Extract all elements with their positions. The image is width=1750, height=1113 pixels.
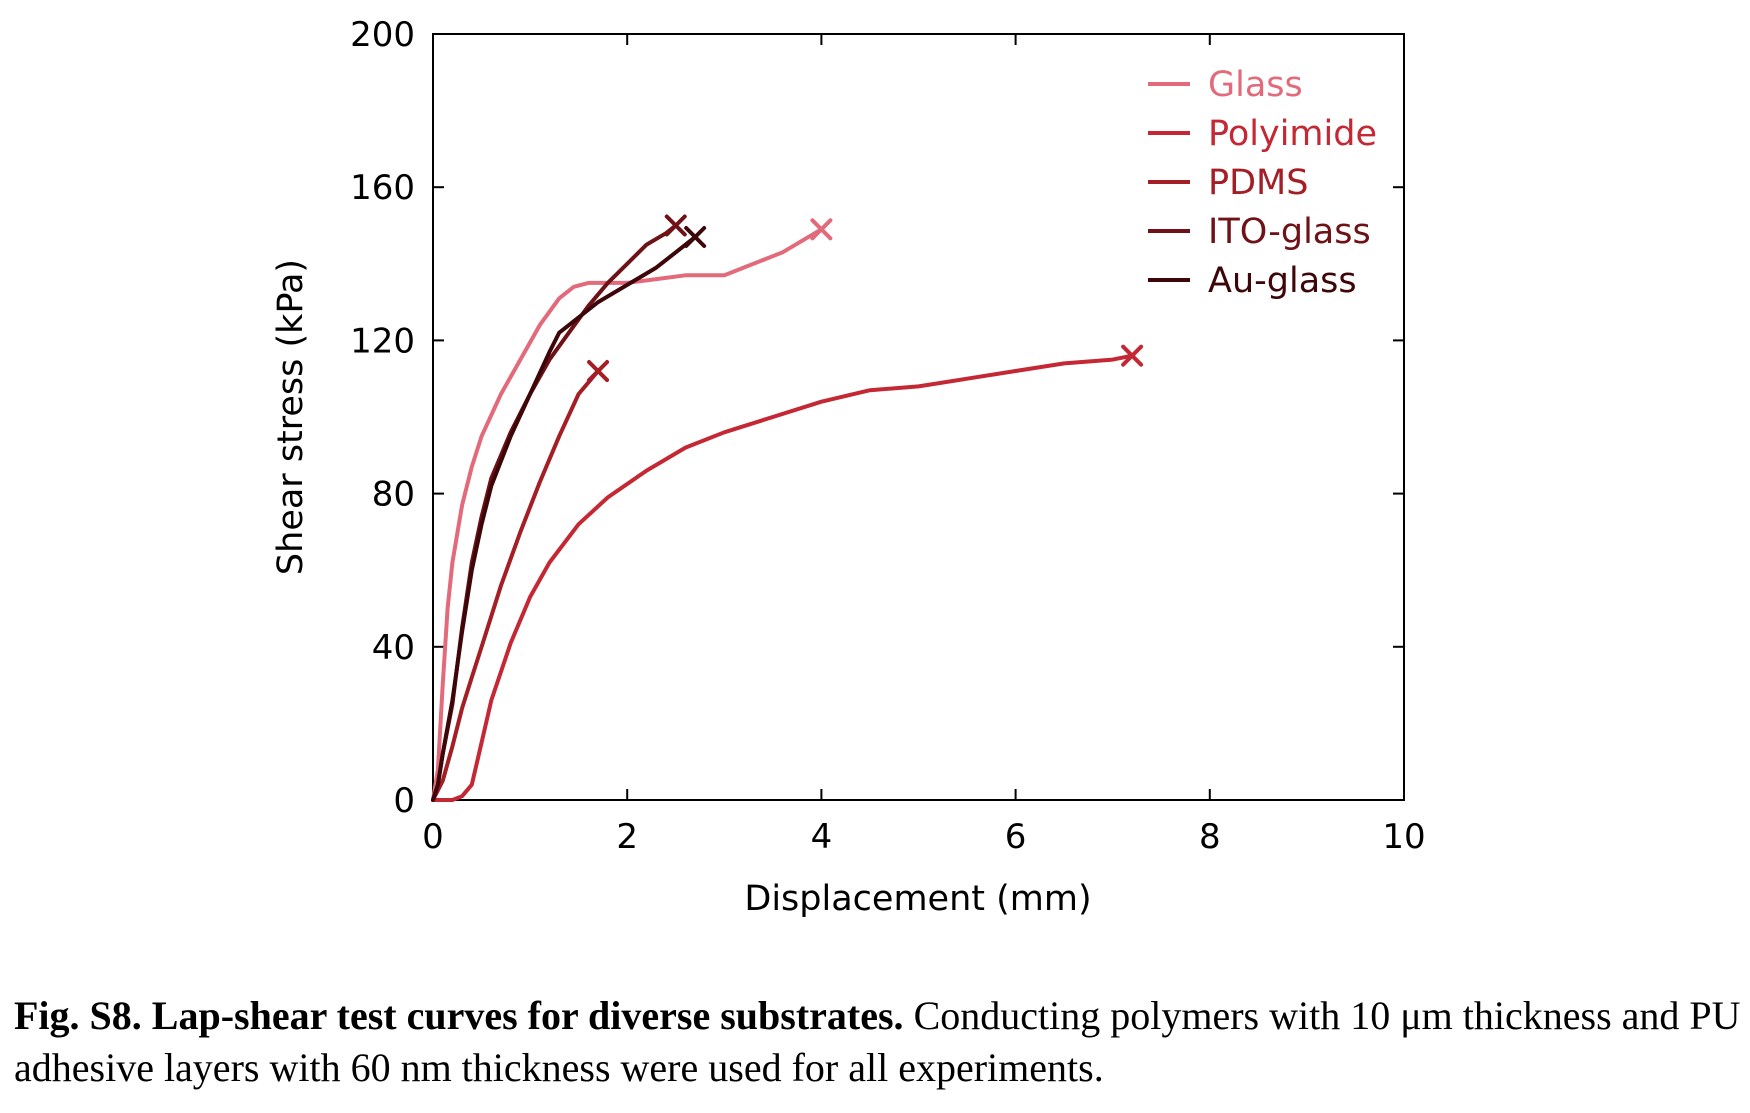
y-tick-label: 80 [372, 475, 415, 515]
caption-bold: Fig. S8. Lap-shear test curves for diver… [14, 993, 904, 1038]
series-line-au-glass [431, 235, 698, 802]
legend-label: Au-glass [1208, 261, 1357, 301]
end-marker-ito-glass [664, 214, 687, 237]
legend-item-polyimide: Polyimide [1148, 114, 1377, 154]
x-tick-label: 0 [422, 817, 444, 857]
end-marker-glass [810, 218, 833, 241]
x-tick-label: 2 [616, 817, 638, 857]
lap-shear-chart: 0 2 4 6 8 10 0 40 80 120 160 200 Glass Polyimide PDMS… [271, 15, 1426, 919]
series-line-pdms [431, 369, 601, 802]
series-layer [431, 223, 1135, 802]
y-tick-label: 120 [350, 321, 415, 361]
legend-label: Polyimide [1208, 114, 1377, 154]
legend-label: PDMS [1208, 163, 1308, 203]
x-axis-label: Displacement (mm) [744, 879, 1091, 919]
legend: Glass Polyimide PDMS ITO-glass Au-glass [1148, 65, 1377, 301]
legend-item-ito-glass: ITO-glass [1148, 212, 1371, 252]
legend-label: Glass [1208, 65, 1303, 105]
legend-item-glass: Glass [1148, 65, 1303, 105]
y-tick-label: 200 [350, 15, 415, 55]
legend-label: ITO-glass [1208, 212, 1371, 252]
y-tick-label: 0 [393, 781, 415, 821]
y-tick-label: 40 [372, 628, 415, 668]
axis-ticks: 0 2 4 6 8 10 0 40 80 120 160 200 [350, 15, 1426, 857]
series-line-ito-glass [431, 223, 678, 802]
end-marker-pdms [587, 360, 610, 383]
y-axis-label: Shear stress (kPa) [271, 259, 311, 575]
end-markers-layer [587, 214, 1144, 383]
end-marker-polyimide [1121, 344, 1144, 367]
legend-item-pdms: PDMS [1148, 163, 1308, 203]
y-tick-label: 160 [350, 168, 415, 208]
x-tick-label: 8 [1199, 817, 1221, 857]
figure-caption: Fig. S8. Lap-shear test curves for diver… [14, 990, 1744, 1094]
plot-frame [432, 33, 1405, 801]
lap-shear-figure: 0 2 4 6 8 10 0 40 80 120 160 200 Glass Polyimide PDMS… [271, 15, 1426, 919]
x-tick-label: 6 [1005, 817, 1027, 857]
x-tick-label: 10 [1382, 817, 1425, 857]
series-line-glass [431, 227, 824, 802]
legend-item-au-glass: Au-glass [1148, 261, 1357, 301]
x-tick-label: 4 [811, 817, 833, 857]
series-line-polyimide [431, 353, 1135, 802]
end-marker-au-glass [684, 225, 707, 248]
caption-text: Conducting polymers with 10 μm thickness… [14, 993, 1741, 1090]
